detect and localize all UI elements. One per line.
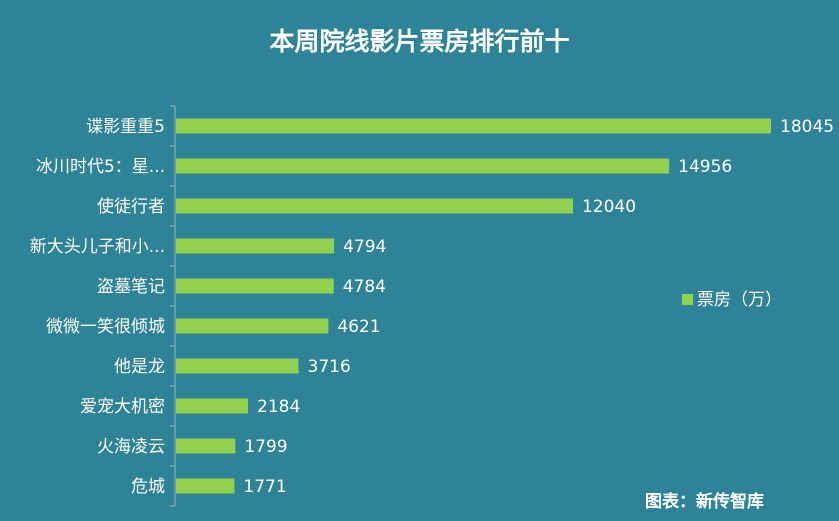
bar [176,158,670,174]
category-label: 新大头儿子和小... [30,237,165,257]
bar [176,238,335,254]
category-label: 使徒行者 [97,196,165,217]
category-label: 盗墓笔记 [97,277,165,297]
bar [176,198,573,214]
data-label: 1799 [244,437,287,457]
legend-label: 票房（万） [697,290,782,310]
bar [176,318,329,334]
bar [176,118,771,134]
category-label: 微微一笑很倾城 [46,317,165,337]
bar [176,358,299,374]
data-label: 3716 [308,357,351,377]
data-label: 1771 [243,477,286,497]
category-label: 火海凌云 [97,437,165,457]
bar [176,398,249,414]
data-label: 2184 [257,397,300,417]
legend-swatch [682,294,693,305]
legend: 票房（万） [682,290,782,310]
category-label: 他是龙 [114,357,165,377]
category-label: 冰川时代5：星... [36,157,165,177]
data-label: 4621 [337,317,380,337]
data-label: 4784 [343,277,386,297]
bar [176,478,235,494]
category-label: 爱宠大机密 [80,397,165,417]
category-label: 谍影重重5 [86,117,165,137]
data-label: 4794 [343,237,386,257]
bar [176,438,236,454]
chart-title: 本周院线影片票房排行前十 [269,27,569,56]
category-label: 危城 [131,477,165,497]
bar [176,278,334,294]
data-label: 18045 [780,117,834,137]
source-note: 图表：新传智库 [645,491,764,512]
bars-group: 谍影重重5 18045 冰川时代5：星... 14956 使徒行者 12040 新大头儿子和… [30,105,834,507]
data-label: 14956 [678,157,732,177]
data-label: 12040 [582,197,636,217]
